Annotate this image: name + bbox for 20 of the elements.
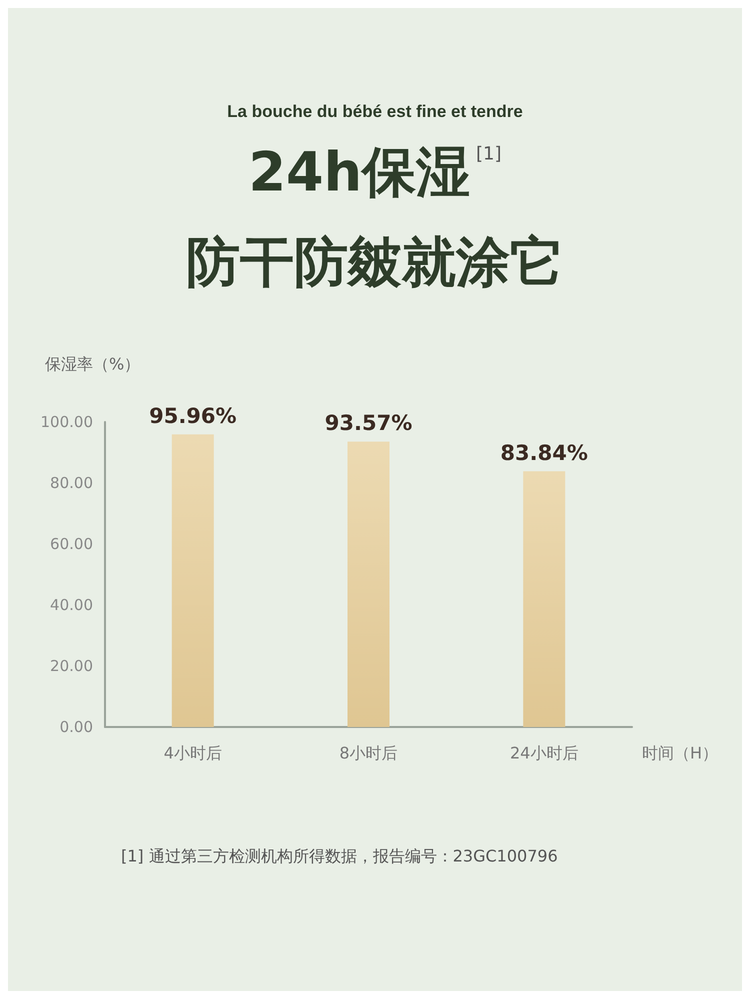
- data-label: 93.57%: [324, 411, 412, 436]
- x-tick-label: 24小时后: [510, 744, 578, 762]
- x-tick-label: 8小时后: [339, 744, 398, 762]
- text: [1] 通过第三方检测机构所得数据，报告编号：23GC100796: [121, 846, 558, 866]
- y-tick-label: 100.00: [40, 413, 93, 431]
- data-label: 95.96%: [149, 404, 237, 428]
- chart-subtitle: 防干防皴就涂它: [186, 230, 564, 294]
- x-tick-label: 4小时后: [164, 744, 222, 762]
- bar: [172, 434, 214, 727]
- y-tick-label: 80.00: [50, 474, 93, 492]
- y-tick-label: 0.00: [60, 718, 93, 736]
- x-axis-title: 时间（H）: [642, 744, 718, 762]
- text: La bouche du bébé est fine et tendre: [227, 102, 523, 121]
- bar: [348, 442, 390, 727]
- y-axis-title: 保湿率（%）: [45, 354, 140, 374]
- bar: [523, 471, 566, 727]
- y-tick-label: 20.00: [50, 657, 93, 675]
- data-label: 83.84%: [500, 440, 588, 465]
- y-tick-label: 60.00: [50, 535, 93, 553]
- y-tick-label: 40.00: [50, 596, 93, 614]
